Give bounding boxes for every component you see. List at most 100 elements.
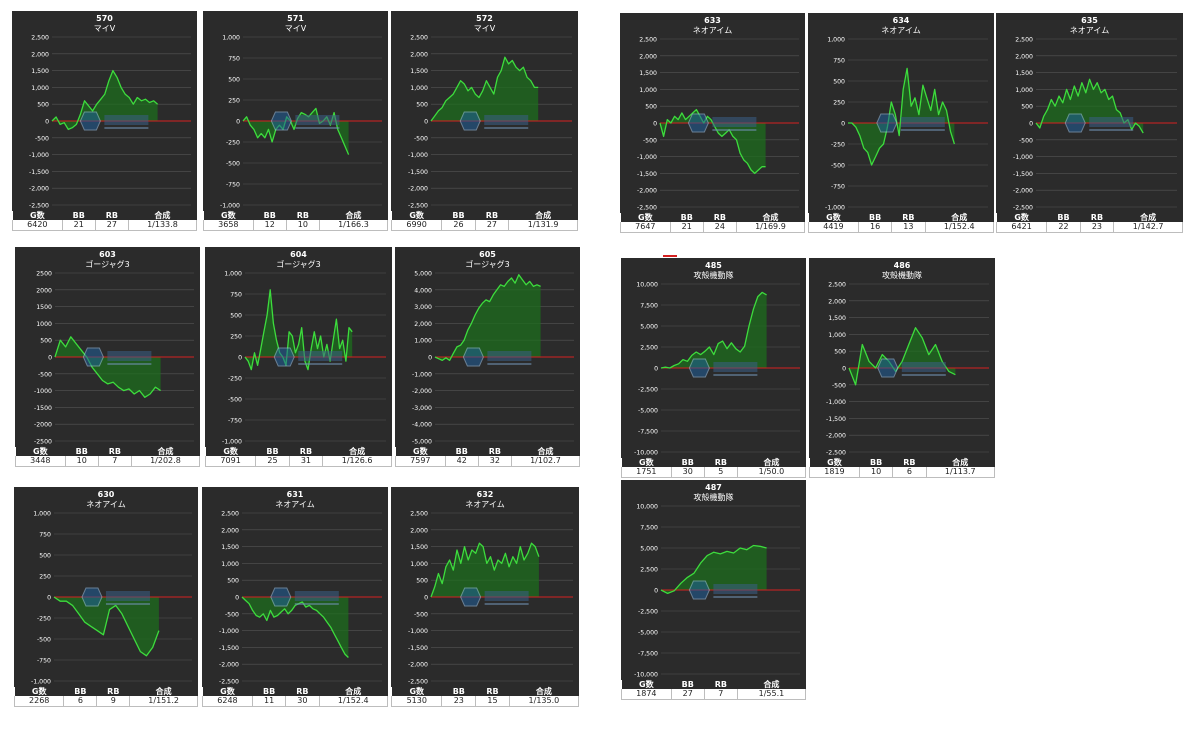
series-area bbox=[243, 108, 349, 155]
y-tick-label: -2500 bbox=[34, 439, 52, 446]
y-tick-label: 0 bbox=[428, 355, 432, 362]
y-tick-label: 5,000 bbox=[640, 324, 658, 331]
chart-panel-604: 604 ゴージャグ3 1,000 750 500 250 0 -250 -500 -750 -1,0… bbox=[204, 247, 392, 467]
chart-panel-572: 572 マイV 2,500 2,000 1,500 1,000 500 0 -500 -1,000… bbox=[390, 11, 578, 231]
y-tick-label: -5,000 bbox=[638, 630, 658, 637]
chart-panel-485: 485 攻殻機動隊 10,000 7,500 5,000 2,500 0 -2,500 -5,0… bbox=[621, 258, 807, 478]
stat-rb: 7 bbox=[97, 456, 132, 467]
y-tick-label: 0 bbox=[654, 588, 658, 595]
chart-panel-570: 570 マイV 2,500 2,000 1,500 1,000 500 0 -500 -1,000… bbox=[12, 11, 198, 231]
series-line bbox=[244, 289, 353, 371]
stat-rb: 13 bbox=[891, 222, 926, 233]
y-tick-label: -2,000 bbox=[408, 662, 428, 669]
y-tick-label: 250 bbox=[228, 98, 240, 105]
y-tick-label: 0 bbox=[842, 366, 846, 373]
y-tick-label: 1500 bbox=[36, 304, 52, 311]
y-tick-label: -500 bbox=[226, 161, 240, 168]
stat-header-games: G数 bbox=[205, 447, 256, 456]
y-tick-label: -1,500 bbox=[29, 169, 49, 176]
stat-bb: 12 bbox=[252, 220, 287, 231]
chart-panel-635: 635 ネオアイム 2,500 2,000 1,500 1,000 500 0 -500 -1,0… bbox=[995, 13, 1183, 233]
y-tick-label: 2,500 bbox=[828, 282, 846, 289]
stat-combined: 1/142.7 bbox=[1113, 222, 1183, 233]
y-tick-label: 2,500 bbox=[31, 35, 49, 42]
stat-rb: 32 bbox=[477, 456, 512, 467]
stat-header-combined: 合成 bbox=[509, 687, 579, 696]
y-tick-label: 500 bbox=[1021, 104, 1033, 111]
series-area bbox=[435, 274, 541, 361]
stat-bb: 6 bbox=[63, 696, 97, 707]
y-tick-label: 2,500 bbox=[410, 35, 428, 42]
stat-games: 3448 bbox=[15, 456, 66, 467]
stat-combined: 1/151.2 bbox=[129, 696, 198, 707]
y-tick-label: -1000 bbox=[34, 388, 52, 395]
y-tick-label: 2,500 bbox=[639, 37, 657, 44]
stat-header-combined: 合成 bbox=[926, 458, 995, 467]
stat-rb: 31 bbox=[288, 456, 323, 467]
y-tick-label: 1,500 bbox=[410, 544, 428, 551]
stat-rb: 27 bbox=[474, 220, 509, 231]
stat-bb: 11 bbox=[251, 696, 286, 707]
watermark-logo bbox=[270, 587, 339, 607]
stats-table: G数 BB RB 合成 7597 42 32 1/102.7 bbox=[395, 447, 581, 467]
y-tick-label: 2,500 bbox=[640, 345, 658, 352]
stats-table: G数 BB RB 合成 1751 30 5 1/50.0 bbox=[621, 458, 807, 478]
series-area bbox=[431, 543, 539, 597]
stat-header-bb: BB bbox=[65, 447, 99, 456]
stat-header-games: G数 bbox=[621, 458, 672, 467]
chart-number: 603 bbox=[99, 250, 116, 259]
y-tick-label: -1500 bbox=[34, 405, 52, 412]
stat-header-combined: 合成 bbox=[128, 211, 197, 220]
y-tick-label: -500 bbox=[37, 637, 51, 644]
stat-bb: 23 bbox=[441, 696, 476, 707]
stat-header-bb: BB bbox=[445, 447, 479, 456]
stat-header-bb: BB bbox=[63, 687, 97, 696]
y-tick-label: 250 bbox=[39, 574, 51, 581]
stat-combined: 1/102.7 bbox=[510, 456, 581, 467]
y-tick-label: 2,000 bbox=[1015, 53, 1033, 60]
stat-rb: 23 bbox=[1079, 222, 1114, 233]
stat-header-rb: RB bbox=[475, 687, 510, 696]
y-tick-label: 1,000 bbox=[1015, 87, 1033, 94]
y-tick-label: -2,500 bbox=[29, 203, 49, 210]
stat-bb: 26 bbox=[441, 220, 476, 231]
y-tick-label: -500 bbox=[228, 397, 242, 404]
chart-machine-name: ネオアイム bbox=[465, 500, 504, 509]
watermark-logo bbox=[270, 111, 340, 131]
stat-header-games: G数 bbox=[203, 211, 254, 220]
chart-machine-name: マイV bbox=[474, 24, 496, 33]
y-tick-label: 2,500 bbox=[640, 567, 658, 574]
y-tick-label: 0 bbox=[841, 121, 845, 128]
y-tick-label: 250 bbox=[230, 334, 242, 341]
stat-bb: 22 bbox=[1046, 222, 1081, 233]
watermark-logo bbox=[79, 111, 149, 131]
stat-combined: 1/131.9 bbox=[508, 220, 578, 231]
y-tick-label: 1,000 bbox=[222, 35, 240, 42]
chart-machine-name: ゴージャグ3 bbox=[465, 259, 510, 269]
y-tick-label: -500 bbox=[1019, 137, 1033, 144]
watermark-logo bbox=[462, 347, 532, 367]
chart-number: 605 bbox=[479, 250, 496, 259]
y-tick-label: 1,000 bbox=[410, 561, 428, 568]
stat-header-games: G数 bbox=[12, 211, 63, 220]
y-tick-label: -750 bbox=[37, 658, 51, 665]
series-line bbox=[54, 336, 161, 398]
stat-header-rb: RB bbox=[475, 211, 509, 220]
stat-combined: 1/152.4 bbox=[318, 696, 389, 707]
y-tick-label: -2,500 bbox=[408, 679, 428, 686]
stat-header-combined: 合成 bbox=[129, 687, 198, 696]
stat-bb: 42 bbox=[444, 456, 479, 467]
y-tick-label: -250 bbox=[37, 616, 51, 623]
y-tick-label: 2,500 bbox=[410, 511, 428, 518]
stat-rb: 7 bbox=[703, 689, 738, 700]
y-tick-label: 750 bbox=[39, 532, 51, 539]
y-tick-label: 2,000 bbox=[221, 527, 239, 534]
chart-panel-630: 630 ネオアイム 1,000 750 500 250 0 -250 -500 -750 -1,00… bbox=[13, 487, 198, 707]
stat-games: 1751 bbox=[621, 467, 672, 478]
watermark-logo bbox=[877, 358, 946, 378]
chart-number: 571 bbox=[287, 14, 304, 23]
chart-number: 630 bbox=[98, 490, 115, 499]
